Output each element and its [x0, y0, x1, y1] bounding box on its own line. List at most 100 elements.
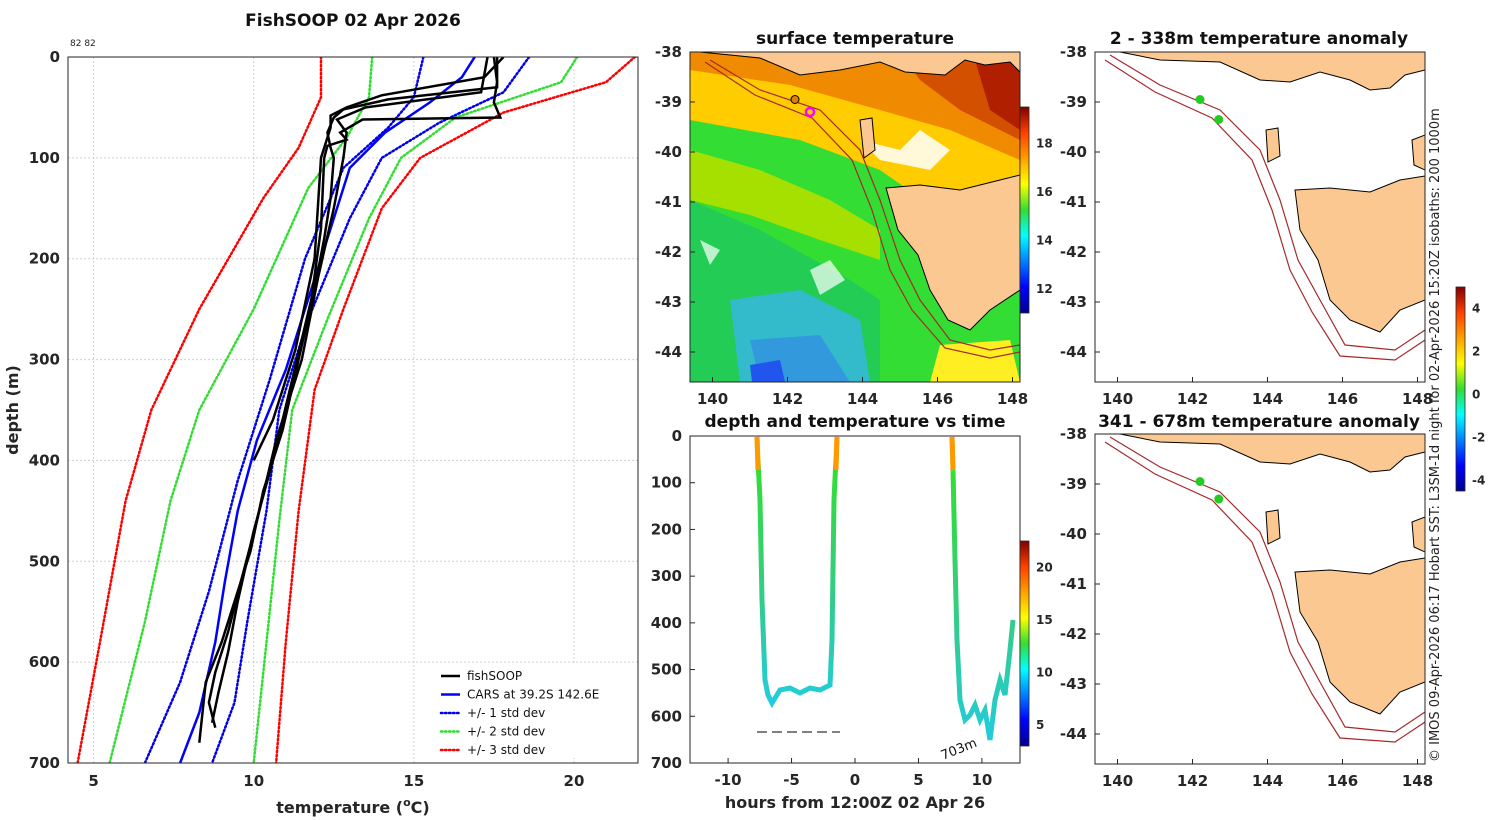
ts-xtick-label: 5 [913, 771, 923, 789]
profile-xtick-label: 15 [403, 772, 424, 790]
sst-track-point [804, 106, 816, 118]
map-ytick-label: -40 [1060, 143, 1087, 161]
profile-series-line [108, 57, 374, 763]
map-ytick-label: -38 [655, 43, 682, 61]
map-xtick-label: 146 [1327, 772, 1358, 790]
ts-xtick-label: 0 [850, 771, 860, 789]
profile-series-line [252, 57, 579, 763]
anomaly-upper-points [1195, 95, 1224, 124]
side-note: © IMOS 09-Apr-2026 06:17 Hobart SST: L3S… [1428, 108, 1443, 762]
map-ytick-label: -39 [1060, 475, 1087, 493]
time-series-panel: depth and temperature vs time 703m -10 -5… [651, 412, 1053, 812]
map-xtick-label: 140 [1102, 772, 1133, 790]
map-ytick-label: -42 [655, 243, 682, 261]
profile-xtick-label: 20 [564, 772, 585, 790]
profile-xtick-label: 5 [88, 772, 98, 790]
ts-colorbar-tick-label: 15 [1036, 613, 1053, 627]
ts-colorbar-tick-label: 5 [1036, 718, 1044, 732]
ts-ytick-label: 100 [651, 474, 682, 492]
anomaly-lower-ticks: 140 142 144 146 148 -38 -39 -40 -41 -42 -43 -44 [1060, 425, 1433, 790]
map-ytick-label: -41 [655, 193, 682, 211]
profile-ytick-label: 600 [29, 653, 60, 671]
sst-colorbar-ticks: 12 14 16 18 [1036, 136, 1053, 295]
sst-colorbar-tick-label: 18 [1036, 136, 1053, 150]
legend-label: fishSOOP [467, 669, 522, 683]
anomaly-colorbar-tick-label: 2 [1472, 344, 1480, 358]
anomaly-colorbar-tick-label: 0 [1472, 387, 1480, 401]
anomaly-upper-panel: 2 - 338m temperature anomaly 140 142 144 14… [1060, 29, 1433, 408]
map-xtick-label: 142 [1177, 772, 1208, 790]
anomaly-lower-points [1195, 477, 1224, 504]
profile-header-note: 82 82 [70, 39, 96, 49]
profile-ytick-label: 700 [29, 754, 60, 772]
ts-colorbar-tick-label: 10 [1036, 665, 1053, 679]
ts-ytick-label: 500 [651, 661, 682, 679]
profile-title: FishSOOP 02 Apr 2026 [245, 11, 461, 31]
ts-ytick-label: 400 [651, 614, 682, 632]
sst-title: surface temperature [756, 29, 954, 49]
anomaly-lower-title: 341 - 678m temperature anomaly [1098, 412, 1420, 432]
ts-ytick-label: 600 [651, 707, 682, 725]
map-ytick-label: -42 [1060, 625, 1087, 643]
profile-legend: fishSOOP CARS at 39.2S 142.6E +/- 1 std de… [433, 665, 633, 758]
anomaly-colorbar [1455, 286, 1466, 492]
anomaly-lower-panel: 341 - 678m temperature anomaly 140 142 144… [1060, 286, 1485, 790]
sst-colorbar [1019, 106, 1030, 314]
map-xtick-label: 144 [1252, 772, 1283, 790]
map-ytick-label: -42 [1060, 243, 1087, 261]
ts-ytick-label: 300 [651, 567, 682, 585]
map-xtick-label: 142 [772, 390, 803, 408]
anomaly-lower-axes-box [1094, 433, 1426, 765]
anomaly-point [1214, 494, 1224, 504]
map-ytick-label: -38 [1060, 43, 1087, 61]
map-xtick-label: 142 [1177, 390, 1208, 408]
ts-colorbar [1019, 540, 1030, 747]
ts-xtick-label: -10 [715, 771, 742, 789]
legend-label: +/- 3 std dev [467, 743, 545, 757]
map-ytick-label: -43 [1060, 675, 1087, 693]
ts-xlabel: hours from 12:00Z 02 Apr 26 [725, 793, 985, 812]
sst-colorbar-tick-label: 12 [1036, 282, 1053, 296]
anomaly-point [1195, 95, 1205, 104]
ts-ytick-label: 200 [651, 520, 682, 538]
legend-box [433, 665, 633, 758]
anomaly-point [1214, 115, 1224, 124]
anomaly-point [1195, 477, 1205, 486]
profile-ytick-label: 100 [29, 149, 60, 167]
profile-grid [68, 56, 638, 764]
map-ytick-label: -44 [1060, 725, 1087, 743]
map-ytick-label: -44 [1060, 343, 1087, 361]
profile-series-line [76, 57, 323, 763]
legend-label: +/- 1 std dev [467, 706, 545, 720]
map-xtick-label: 140 [697, 390, 728, 408]
map-ytick-label: -39 [655, 93, 682, 111]
profile-axes-box [67, 56, 639, 764]
profile-xtick-label: 10 [243, 772, 264, 790]
sst-field [690, 52, 1020, 382]
ts-xtick-label: -5 [783, 771, 800, 789]
anomaly-upper-title: 2 - 338m temperature anomaly [1110, 29, 1408, 49]
map-ytick-label: -39 [1060, 93, 1087, 111]
anomaly-colorbar-ticks: -4 -2 0 2 4 [1472, 301, 1485, 487]
map-ytick-label: -41 [1060, 575, 1087, 593]
ts-xtick-label: 10 [971, 771, 992, 789]
sst-map-panel: surface temperature 140 142 144 146 148 -38 -3… [655, 29, 1053, 408]
ts-ytick-label: 0 [672, 427, 682, 445]
ts-depth-annotation: 703m [939, 736, 979, 764]
ts-title: depth and temperature vs time [705, 412, 1006, 432]
map-ytick-label: -44 [655, 343, 682, 361]
map-xtick-label: 144 [847, 390, 878, 408]
legend-label: +/- 2 std dev [467, 725, 545, 739]
sst-colorbar-tick-label: 14 [1036, 233, 1053, 247]
ts-ytick-label: 700 [651, 754, 682, 772]
profile-xlabel: temperature (oC) [276, 796, 429, 817]
anomaly-colorbar-tick-label: -2 [1472, 430, 1485, 444]
map-xtick-label: 148 [1402, 390, 1433, 408]
legend-label: CARS at 39.2S 142.6E [467, 688, 599, 702]
profile-series-line [274, 57, 637, 763]
map-xtick-label: 148 [1402, 772, 1433, 790]
profile-ytick-label: 200 [29, 250, 60, 268]
map-ytick-label: -40 [1060, 525, 1087, 543]
